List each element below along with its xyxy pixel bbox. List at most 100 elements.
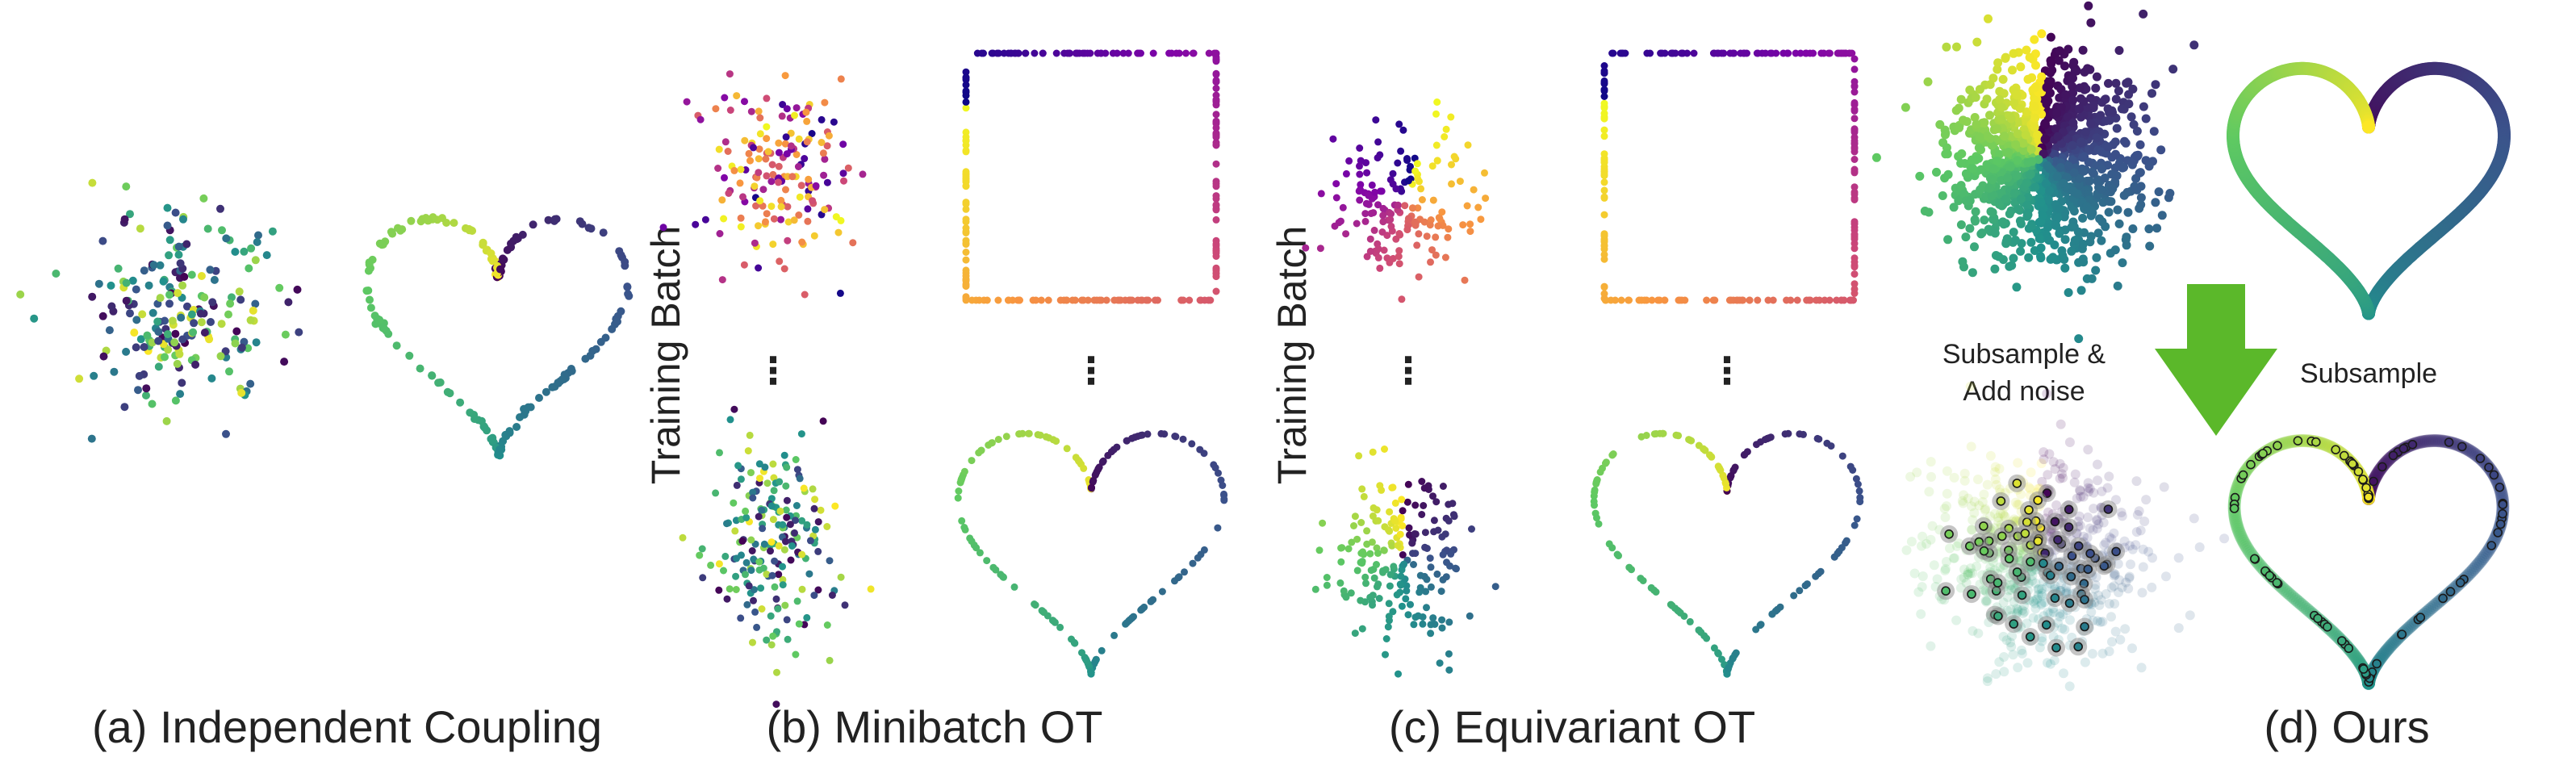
scatter-point <box>2064 437 2075 447</box>
scatter-point <box>1793 296 1801 304</box>
scatter-point <box>1988 164 1998 174</box>
scatter-point <box>1850 258 1859 266</box>
scatter-point <box>2087 649 2097 659</box>
scatter-point <box>2026 169 2035 179</box>
scatter-point <box>2138 562 2148 572</box>
scatter-point <box>962 136 970 144</box>
scatter-point <box>1690 49 1698 57</box>
scatter-point <box>2112 123 2122 133</box>
scatter-point <box>240 247 249 256</box>
scatter-point <box>208 298 217 307</box>
scatter-point <box>2025 52 2034 62</box>
scatter-point <box>222 234 231 243</box>
panel-d-noisy-subsample <box>1901 382 2230 692</box>
scatter-point <box>977 446 985 454</box>
scatter-point <box>2111 78 2121 88</box>
scatter-point <box>767 502 776 510</box>
scatter-point <box>529 220 537 229</box>
scatter-point <box>218 226 226 235</box>
scatter-point <box>757 584 765 592</box>
scatter-point <box>2129 119 2139 129</box>
scatter-point <box>2092 253 2101 262</box>
scatter-point <box>1212 69 1220 77</box>
scatter-point <box>784 236 792 245</box>
scatter-point <box>1399 507 1407 515</box>
scatter-point <box>792 650 800 659</box>
scatter-point <box>1769 296 1777 304</box>
scatter-point <box>180 273 189 281</box>
panel-a-source-scatter <box>16 178 303 443</box>
scatter-point <box>1357 550 1365 557</box>
scatter-point <box>122 347 131 356</box>
scatter-point <box>450 219 458 228</box>
scatter-point <box>2093 459 2102 470</box>
scatter-point <box>1997 531 2007 542</box>
scatter-point <box>2135 168 2145 178</box>
scatter-point <box>755 460 763 468</box>
scatter-point <box>191 360 200 369</box>
panel-b: Training Batch ⋮ ⋮ (b) Minibatch OT <box>643 49 1228 752</box>
scatter-point <box>1432 233 1440 241</box>
scatter-point <box>1975 132 1984 142</box>
scatter-point <box>2107 637 2117 647</box>
down-arrow-icon <box>2155 284 2277 436</box>
scatter-point <box>295 328 303 337</box>
scatter-point <box>2083 64 2093 73</box>
scatter-point <box>1685 436 1693 444</box>
scatter-point <box>1345 157 1353 165</box>
scatter-point <box>2055 458 2065 469</box>
scatter-point <box>392 341 401 350</box>
scatter-point <box>1714 462 1722 471</box>
panel-c-source-top <box>1302 98 1490 303</box>
scatter-point <box>246 379 255 388</box>
scatter-point <box>1124 49 1132 57</box>
scatter-point <box>743 600 751 609</box>
scatter-point <box>1378 486 1386 494</box>
scatter-point <box>1357 596 1365 604</box>
scatter-point <box>1382 635 1390 642</box>
scatter-point <box>775 542 783 550</box>
scatter-point <box>2121 138 2131 148</box>
scatter-point <box>1181 568 1188 576</box>
scatter-point <box>1956 220 1966 229</box>
scatter-point <box>253 238 261 246</box>
scatter-point <box>575 217 584 226</box>
scatter-point <box>723 595 731 603</box>
scatter-point <box>1403 587 1411 595</box>
scatter-point <box>1415 230 1423 238</box>
scatter-point <box>2105 532 2115 542</box>
scatter-point <box>521 407 530 416</box>
scatter-point <box>755 512 763 521</box>
scatter-point <box>246 316 255 324</box>
scatter-point <box>1379 211 1387 220</box>
scatter-point <box>1404 480 1412 488</box>
scatter-point <box>1337 558 1345 566</box>
scatter-point <box>2079 97 2089 106</box>
scatter-point <box>2064 681 2075 692</box>
scatter-point <box>1718 655 1725 663</box>
scatter-point <box>1470 186 1478 194</box>
scatter-point <box>2136 182 2146 191</box>
scatter-point <box>182 240 191 249</box>
scatter-point <box>1731 463 1739 471</box>
scatter-point <box>1970 113 1980 122</box>
panel-a: (a) Independent Coupling <box>16 178 634 752</box>
scatter-point <box>1993 512 2003 523</box>
scatter-point <box>2113 281 2122 291</box>
scatter-point <box>2194 542 2205 552</box>
scatter-point <box>107 302 116 311</box>
scatter-point <box>2033 496 2043 505</box>
scatter-point <box>1982 479 1993 490</box>
scatter-point <box>955 487 963 495</box>
scatter-point <box>1395 670 1402 678</box>
scatter-point <box>1392 525 1400 532</box>
scatter-point <box>1957 149 1967 158</box>
scatter-point <box>769 516 777 524</box>
scatter-point <box>1376 264 1384 272</box>
scatter-point <box>1355 452 1363 460</box>
scatter-point <box>1617 296 1625 304</box>
scatter-point <box>171 208 180 217</box>
scatter-point <box>1394 201 1402 209</box>
scatter-point <box>1842 537 1850 545</box>
scatter-point <box>783 616 791 624</box>
